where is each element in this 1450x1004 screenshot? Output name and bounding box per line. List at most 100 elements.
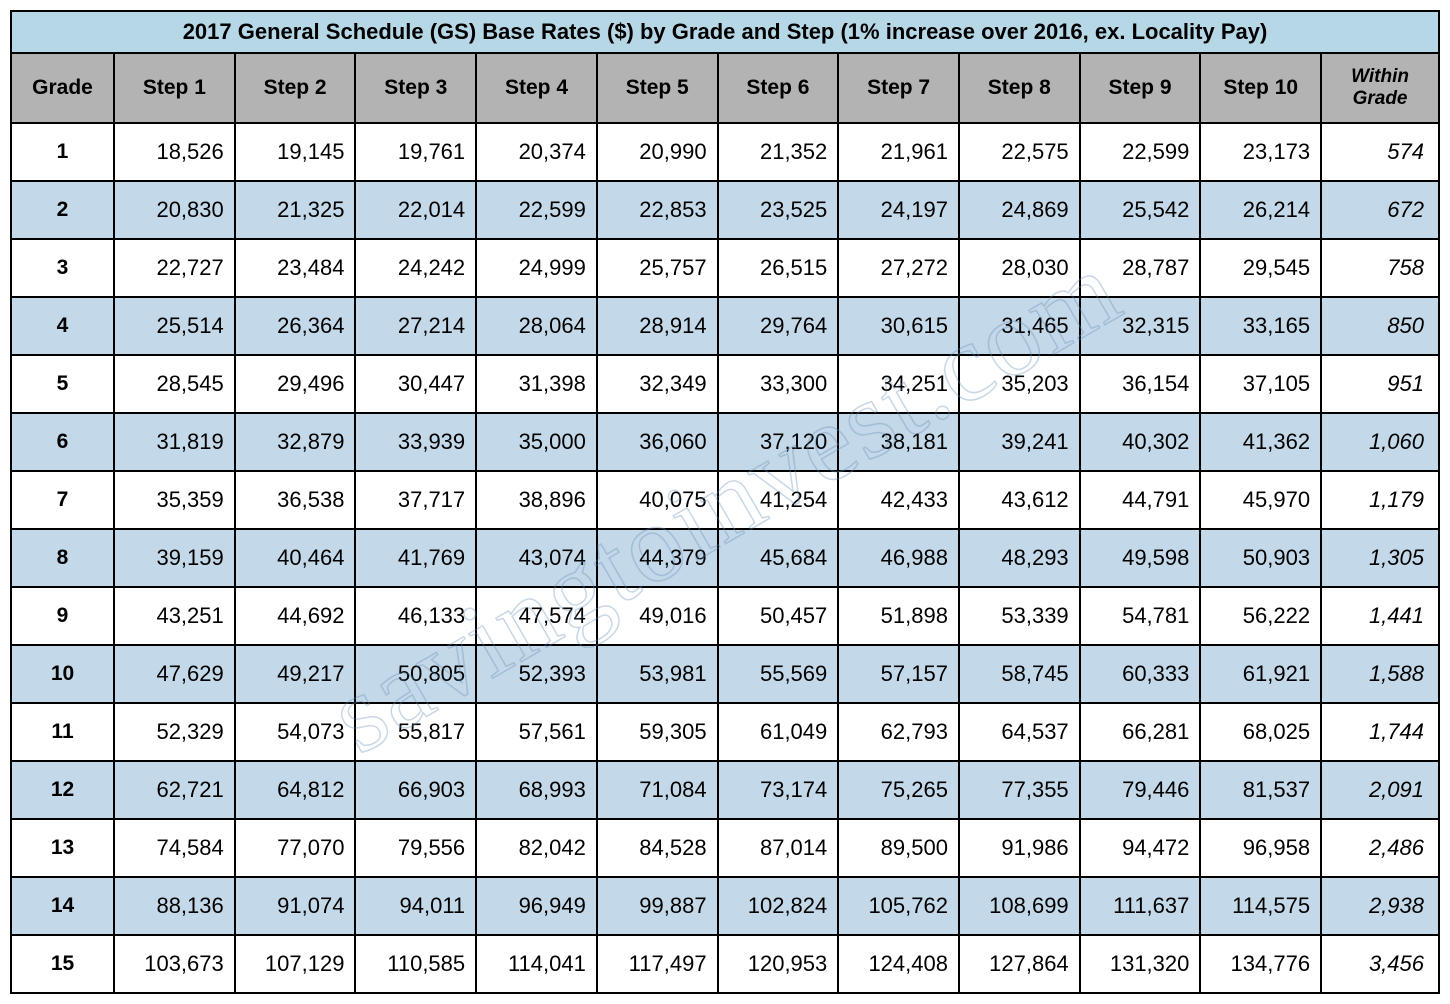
cell-step: 45,970	[1200, 471, 1321, 529]
cell-step: 42,433	[838, 471, 959, 529]
cell-step: 32,879	[235, 413, 356, 471]
cell-step: 26,214	[1200, 181, 1321, 239]
table-body: 118,52619,14519,76120,37420,99021,35221,…	[11, 123, 1439, 993]
cell-step: 25,757	[597, 239, 718, 297]
col-step-1: Step 1	[114, 53, 235, 123]
cell-step: 28,064	[476, 297, 597, 355]
col-step-8: Step 8	[959, 53, 1080, 123]
cell-grade: 10	[11, 645, 114, 703]
table-row: 631,81932,87933,93935,00036,06037,12038,…	[11, 413, 1439, 471]
cell-step: 40,075	[597, 471, 718, 529]
cell-step: 62,721	[114, 761, 235, 819]
gs-pay-table: 2017 General Schedule (GS) Base Rates ($…	[10, 10, 1440, 994]
cell-step: 35,000	[476, 413, 597, 471]
cell-grade: 4	[11, 297, 114, 355]
cell-step: 21,352	[718, 123, 839, 181]
cell-step: 79,556	[355, 819, 476, 877]
table-row: 118,52619,14519,76120,37420,99021,35221,…	[11, 123, 1439, 181]
cell-step: 73,174	[718, 761, 839, 819]
col-step-7: Step 7	[838, 53, 959, 123]
cell-step: 33,165	[1200, 297, 1321, 355]
cell-step: 27,214	[355, 297, 476, 355]
cell-step: 91,986	[959, 819, 1080, 877]
cell-step: 44,379	[597, 529, 718, 587]
cell-step: 57,561	[476, 703, 597, 761]
cell-step: 45,684	[718, 529, 839, 587]
cell-step: 33,300	[718, 355, 839, 413]
cell-step: 41,254	[718, 471, 839, 529]
cell-step: 44,692	[235, 587, 356, 645]
table-row: 1047,62949,21750,80552,39353,98155,56957…	[11, 645, 1439, 703]
cell-step: 29,545	[1200, 239, 1321, 297]
cell-step: 21,325	[235, 181, 356, 239]
cell-step: 37,717	[355, 471, 476, 529]
cell-grade: 2	[11, 181, 114, 239]
cell-grade: 7	[11, 471, 114, 529]
cell-within-grade: 672	[1321, 181, 1439, 239]
cell-step: 49,016	[597, 587, 718, 645]
cell-step: 105,762	[838, 877, 959, 935]
cell-step: 59,305	[597, 703, 718, 761]
cell-step: 107,129	[235, 935, 356, 993]
cell-step: 94,472	[1080, 819, 1201, 877]
cell-within-grade: 1,588	[1321, 645, 1439, 703]
cell-step: 22,599	[1080, 123, 1201, 181]
cell-step: 54,073	[235, 703, 356, 761]
cell-step: 89,500	[838, 819, 959, 877]
cell-grade: 11	[11, 703, 114, 761]
gs-pay-table-container: 2017 General Schedule (GS) Base Rates ($…	[10, 10, 1440, 994]
cell-step: 77,355	[959, 761, 1080, 819]
table-row: 1262,72164,81266,90368,99371,08473,17475…	[11, 761, 1439, 819]
col-step-10: Step 10	[1200, 53, 1321, 123]
cell-step: 23,525	[718, 181, 839, 239]
cell-step: 55,817	[355, 703, 476, 761]
cell-step: 38,181	[838, 413, 959, 471]
cell-step: 30,447	[355, 355, 476, 413]
cell-step: 49,217	[235, 645, 356, 703]
table-row: 1374,58477,07079,55682,04284,52887,01489…	[11, 819, 1439, 877]
cell-step: 114,041	[476, 935, 597, 993]
cell-step: 41,769	[355, 529, 476, 587]
cell-step: 43,074	[476, 529, 597, 587]
cell-step: 64,812	[235, 761, 356, 819]
col-grade: Grade	[11, 53, 114, 123]
cell-step: 114,575	[1200, 877, 1321, 935]
cell-step: 36,060	[597, 413, 718, 471]
cell-grade: 5	[11, 355, 114, 413]
table-row: 839,15940,46441,76943,07444,37945,68446,…	[11, 529, 1439, 587]
table-row: 735,35936,53837,71738,89640,07541,25442,…	[11, 471, 1439, 529]
cell-step: 91,074	[235, 877, 356, 935]
cell-step: 50,457	[718, 587, 839, 645]
col-step-5: Step 5	[597, 53, 718, 123]
cell-step: 53,981	[597, 645, 718, 703]
cell-step: 81,537	[1200, 761, 1321, 819]
cell-step: 36,154	[1080, 355, 1201, 413]
cell-step: 74,584	[114, 819, 235, 877]
cell-step: 31,819	[114, 413, 235, 471]
col-within-grade: WithinGrade	[1321, 53, 1439, 123]
table-row: 220,83021,32522,01422,59922,85323,52524,…	[11, 181, 1439, 239]
cell-grade: 13	[11, 819, 114, 877]
cell-step: 23,173	[1200, 123, 1321, 181]
cell-step: 22,014	[355, 181, 476, 239]
cell-step: 23,484	[235, 239, 356, 297]
cell-within-grade: 2,091	[1321, 761, 1439, 819]
cell-step: 61,921	[1200, 645, 1321, 703]
cell-step: 29,764	[718, 297, 839, 355]
table-row: 528,54529,49630,44731,39832,34933,30034,…	[11, 355, 1439, 413]
cell-step: 99,887	[597, 877, 718, 935]
cell-within-grade: 1,179	[1321, 471, 1439, 529]
cell-step: 64,537	[959, 703, 1080, 761]
cell-step: 96,958	[1200, 819, 1321, 877]
cell-step: 40,464	[235, 529, 356, 587]
cell-step: 44,791	[1080, 471, 1201, 529]
cell-step: 31,465	[959, 297, 1080, 355]
cell-step: 28,030	[959, 239, 1080, 297]
cell-step: 28,545	[114, 355, 235, 413]
cell-step: 20,830	[114, 181, 235, 239]
cell-grade: 3	[11, 239, 114, 297]
cell-step: 134,776	[1200, 935, 1321, 993]
cell-step: 46,133	[355, 587, 476, 645]
cell-step: 120,953	[718, 935, 839, 993]
cell-step: 26,364	[235, 297, 356, 355]
